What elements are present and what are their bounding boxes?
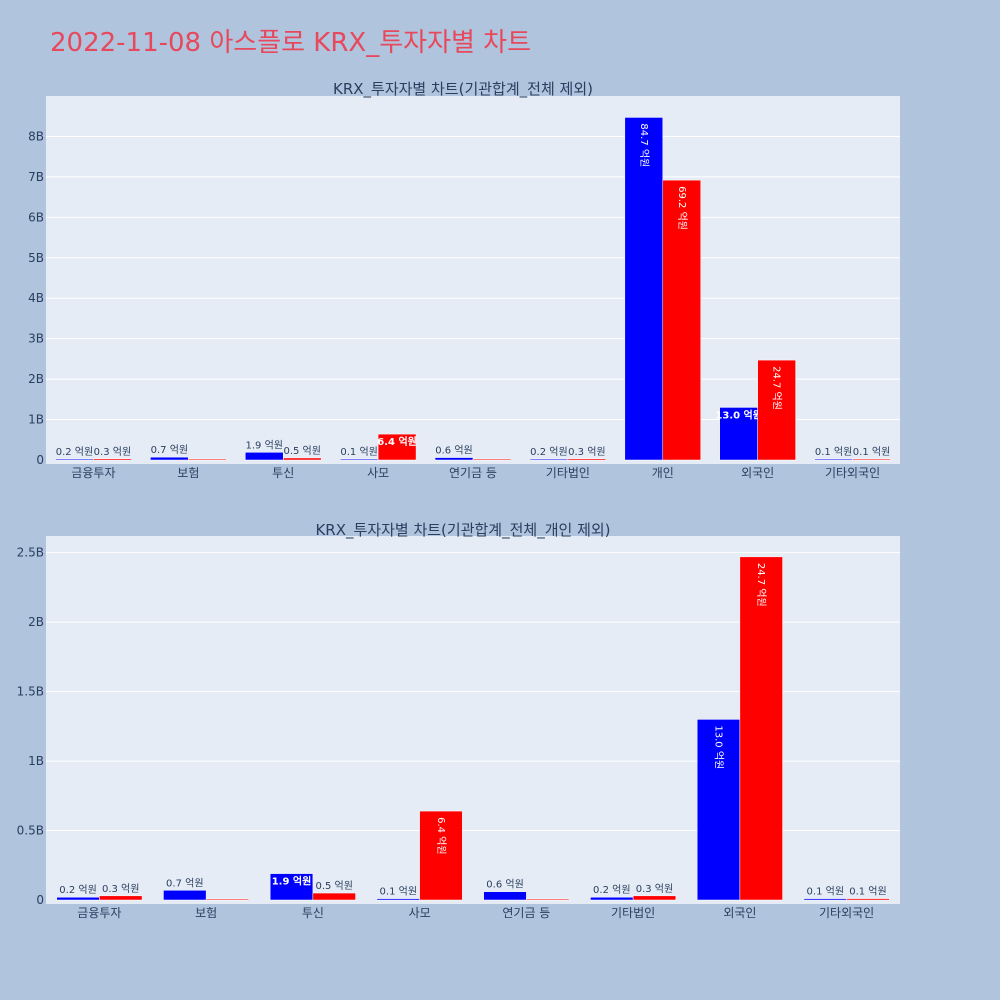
data-label: 0.7 억원	[151, 444, 188, 456]
data-label: 13.0 억원	[713, 725, 725, 769]
bar	[567, 458, 607, 461]
data-label: 0.2 억원	[56, 446, 93, 458]
x-tick-label: 보험	[177, 466, 199, 480]
bar	[419, 810, 463, 901]
bar	[624, 117, 664, 461]
data-label: 0.2 억원	[593, 884, 630, 896]
data-label: 24.7 억원	[771, 366, 783, 410]
y-tick-label: 2B	[28, 615, 44, 629]
x-tick-label: 금융투자	[71, 466, 115, 480]
y-tick-label: 2B	[28, 372, 44, 386]
x-tick-label: 기타외국인	[819, 906, 874, 920]
x-tick-label: 개인	[652, 466, 674, 480]
data-label: 69.2 억원	[676, 186, 688, 230]
data-label: 0.3 억원	[94, 446, 131, 458]
bar	[632, 895, 677, 901]
bar	[696, 719, 741, 901]
x-tick-label: 금융투자	[77, 906, 121, 920]
bar	[312, 892, 356, 901]
data-label: 0.5 억원	[283, 445, 320, 457]
y-tick-label: 1B	[28, 413, 44, 427]
x-tick-label: 투신	[302, 906, 324, 920]
chart-title: KRX_투자자별 차트(기관합계_전체_개인 제외)	[315, 521, 610, 540]
data-label: 84.7 억원	[638, 123, 650, 167]
data-label: 0.1 억원	[807, 886, 844, 898]
bar	[719, 407, 758, 461]
data-label: 0.1 억원	[340, 446, 377, 458]
y-tick-label: 7B	[28, 170, 44, 184]
x-tick-label: 기타법인	[611, 906, 655, 920]
data-label: 1.9 억원	[246, 439, 283, 451]
data-label: 6.4 억원	[435, 817, 447, 854]
y-tick-label: 8B	[28, 129, 44, 143]
data-label: 0.6 억원	[435, 445, 472, 457]
x-tick-label: 기타외국인	[825, 466, 880, 480]
bar	[483, 891, 527, 901]
x-tick-label: 연기금 등	[502, 906, 550, 920]
x-tick-label: 외국인	[723, 906, 756, 920]
data-label: 0.1 억원	[849, 886, 886, 898]
x-tick-label: 사모	[409, 906, 431, 920]
data-label: 13.0 억원	[715, 408, 762, 421]
x-tick-label: 투신	[272, 466, 294, 480]
y-tick-label: 0	[36, 453, 44, 467]
data-label: 0.2 억원	[59, 884, 96, 896]
y-tick-label: 2.5B	[17, 546, 44, 560]
data-label: 0.3 억원	[102, 883, 139, 895]
data-label: 6.4 억원	[377, 435, 417, 448]
data-label: 0.6 억원	[486, 879, 523, 891]
bar	[526, 898, 570, 901]
data-label: 0.2 억원	[530, 446, 567, 458]
bar	[757, 359, 796, 461]
bar	[99, 895, 143, 901]
bar	[93, 458, 132, 461]
y-tick-label: 0	[36, 893, 44, 907]
y-tick-label: 3B	[28, 332, 44, 346]
bar	[282, 457, 322, 461]
data-label: 1.9 억원	[272, 875, 312, 888]
data-label: 0.7 억원	[166, 877, 203, 889]
data-label: 0.3 억원	[568, 446, 605, 458]
bar	[472, 458, 512, 461]
bar	[739, 556, 783, 901]
x-tick-label: 기타법인	[546, 466, 590, 480]
bar	[163, 890, 207, 901]
data-label: 0.1 억원	[853, 446, 890, 458]
data-label: 24.7 억원	[755, 563, 767, 607]
bar	[188, 458, 227, 461]
y-tick-label: 4B	[28, 291, 44, 305]
x-tick-label: 사모	[367, 466, 389, 480]
data-label: 0.3 억원	[636, 883, 673, 895]
bar	[662, 179, 701, 461]
y-tick-label: 1.5B	[17, 685, 44, 699]
y-tick-label: 0.5B	[17, 824, 44, 838]
bar	[803, 898, 847, 901]
bar	[377, 433, 417, 461]
y-tick-label: 5B	[28, 251, 44, 265]
chart-bottom: 0 0.5B 1B 1.5B 2B 2.5B KRX_투자자별 차트(기관합계_전체_개인 …	[17, 521, 900, 920]
bar	[590, 896, 634, 901]
x-tick-label: 연기금 등	[449, 466, 497, 480]
chart-top: 0 1B 2B 3B 4B 5B 6B 7B 8B KRX_투자자별 차트(기관합계_전체 제외)…	[28, 80, 900, 480]
y-tick-label: 6B	[28, 210, 44, 224]
bar	[245, 452, 284, 461]
bar	[376, 898, 420, 901]
bar	[269, 873, 314, 901]
y-tick-label: 1B	[28, 754, 44, 768]
chart-title: KRX_투자자별 차트(기관합계_전체 제외)	[333, 80, 593, 99]
x-tick-label: 외국인	[741, 466, 774, 480]
bar	[56, 896, 100, 901]
data-label: 0.5 억원	[315, 880, 352, 892]
bar	[846, 898, 890, 901]
bar	[150, 456, 189, 461]
data-label: 0.1 억원	[380, 886, 417, 898]
bar	[852, 458, 891, 461]
page-title: 2022-11-08 아스플로 KRX_투자자별 차트	[50, 28, 532, 58]
x-tick-label: 보험	[195, 906, 217, 920]
bar	[205, 898, 250, 901]
data-label: 0.1 억원	[815, 446, 852, 458]
